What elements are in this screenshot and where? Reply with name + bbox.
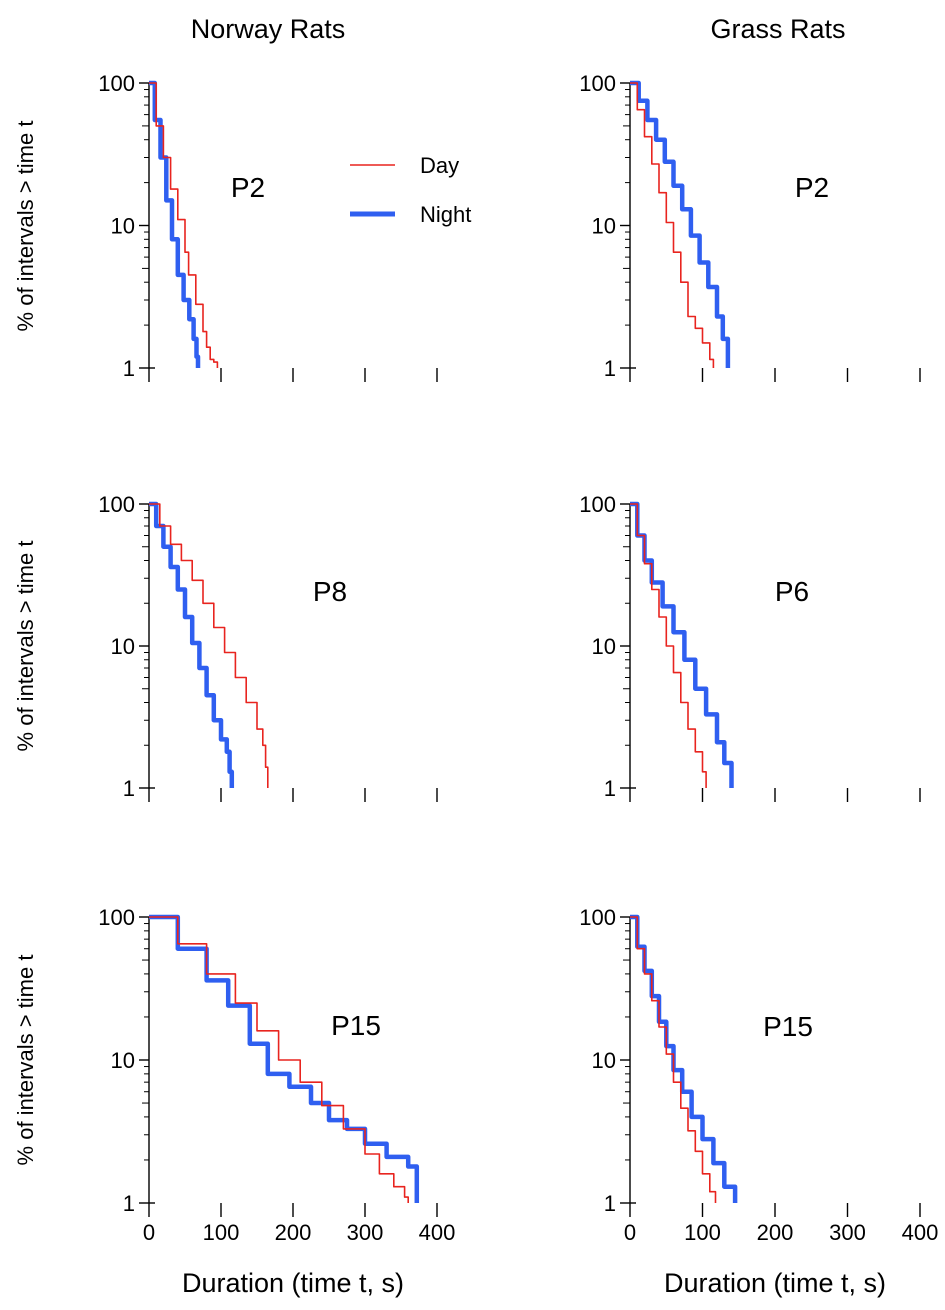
panel-title: P8 — [313, 576, 347, 607]
legend-label-day: Day — [420, 153, 459, 178]
panel-title: P15 — [763, 1011, 813, 1042]
x-tick-label: 100 — [684, 1220, 721, 1245]
y-tick-label: 1 — [604, 1191, 616, 1216]
x-tick-label: 0 — [624, 1220, 636, 1245]
panel-3: 1 10 100 P8 % of intervals > time t — [13, 492, 438, 802]
series-line-night — [149, 501, 235, 788]
x-tick-label: 400 — [902, 1220, 939, 1245]
y-tick-label: 100 — [98, 905, 135, 930]
series-line-night — [149, 80, 201, 368]
y-axis-label: % of intervals > time t — [13, 541, 38, 752]
series-line-day — [630, 82, 715, 368]
x-tick-label: 300 — [347, 1220, 384, 1245]
x-axis-label: Duration (time t, s) — [182, 1268, 404, 1298]
y-tick-label: 10 — [592, 214, 616, 239]
y-tick-label: 100 — [579, 905, 616, 930]
x-tick-label: 200 — [275, 1220, 312, 1245]
series-line-day — [630, 503, 707, 788]
y-tick-label: 1 — [123, 776, 135, 801]
series-line-day — [149, 916, 409, 1203]
panel-title: P6 — [775, 576, 809, 607]
y-tick-label: 100 — [579, 71, 616, 96]
y-tick-label: 1 — [604, 776, 616, 801]
legend: Day Night — [350, 153, 471, 227]
y-tick-label: 100 — [579, 492, 616, 517]
y-tick-label: 1 — [604, 356, 616, 381]
y-tick-label: 10 — [111, 214, 135, 239]
series-line-day — [149, 82, 219, 368]
y-tick-label: 100 — [98, 71, 135, 96]
y-tick-label: 10 — [592, 1048, 616, 1073]
x-tick-label: 200 — [757, 1220, 794, 1245]
y-tick-label: 100 — [98, 492, 135, 517]
y-tick-label: 10 — [111, 1048, 135, 1073]
legend-label-night: Night — [420, 202, 471, 227]
panel-1: 1 10 100 P2 % of intervals > time t — [13, 71, 438, 382]
x-axis-label: Duration (time t, s) — [664, 1268, 886, 1298]
x-tick-label: 400 — [419, 1220, 456, 1245]
panel-title: P15 — [331, 1010, 381, 1041]
series-line-day — [149, 503, 269, 788]
y-axis-label: % of intervals > time t — [13, 955, 38, 1166]
panel-title: P2 — [231, 172, 265, 203]
column-title-grass: Grass Rats — [710, 14, 845, 44]
x-tick-label: 100 — [203, 1220, 240, 1245]
series-line-night — [149, 914, 420, 1203]
y-tick-label: 10 — [592, 634, 616, 659]
y-tick-label: 1 — [123, 356, 135, 381]
panel-4: 1 10 100 P6 — [579, 492, 921, 802]
x-tick-label: 300 — [829, 1220, 866, 1245]
x-tick-label: 0 — [143, 1220, 155, 1245]
column-title-norway: Norway Rats — [191, 14, 346, 44]
series-line-night — [630, 80, 731, 368]
panel-2: 1 10 100 P2 — [579, 71, 921, 382]
y-tick-label: 10 — [111, 634, 135, 659]
panel-5: 1 10 100 0 100 200 300 400 P15 % of intervals > t… — [13, 905, 455, 1298]
panel-title: P2 — [795, 172, 829, 203]
series-line-day — [630, 916, 717, 1203]
series-line-night — [630, 914, 738, 1203]
panel-6: 1 10 100 0 100 200 300 400 P15 Duration (time t, … — [579, 905, 938, 1298]
y-axis-label: % of intervals > time t — [13, 121, 38, 332]
y-tick-label: 1 — [123, 1191, 135, 1216]
